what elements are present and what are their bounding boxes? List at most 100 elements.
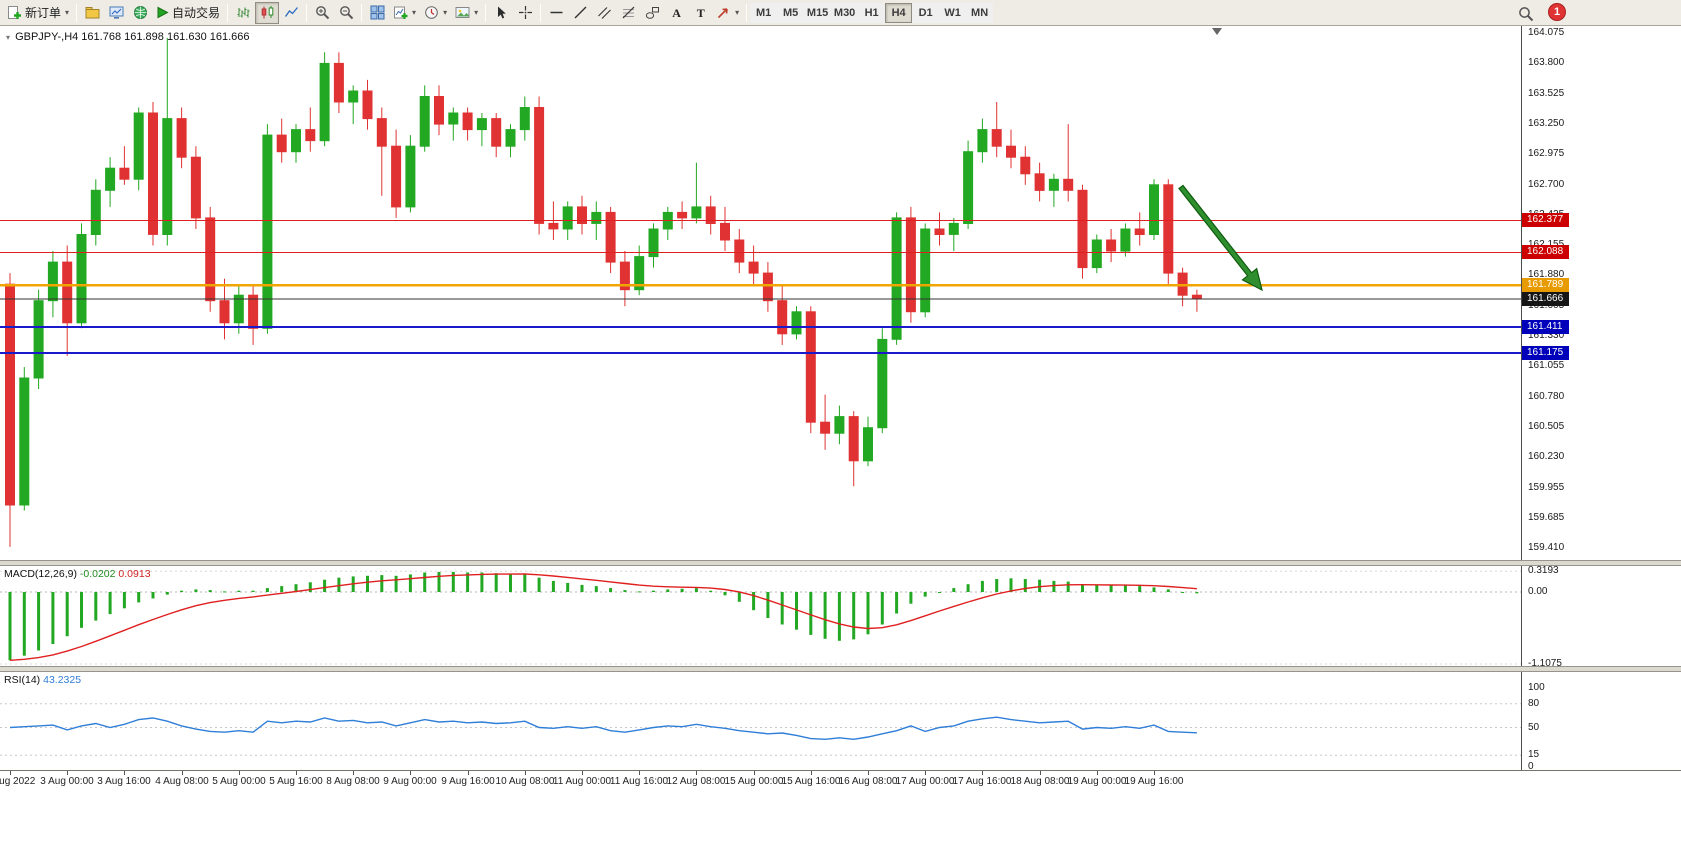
scroll-marker-icon[interactable] <box>1212 28 1222 35</box>
metaeditor-button[interactable] <box>80 2 104 24</box>
rsi-panel-chart[interactable] <box>0 672 1521 770</box>
search-button[interactable] <box>1514 3 1538 25</box>
chart-line-button[interactable] <box>279 2 303 24</box>
time-tick <box>982 771 983 775</box>
community-button[interactable] <box>128 2 152 24</box>
price-axis[interactable]: 164.075 163.800 163.525 163.250 162.975 162.7… <box>1521 26 1681 772</box>
timeframe-m30-button[interactable]: M30 <box>831 2 859 23</box>
zoom-in-button[interactable] <box>310 2 334 24</box>
candle-body <box>162 118 173 235</box>
periodicity-button[interactable]: ▾ <box>420 2 451 24</box>
new-chart-button[interactable]: ▾ <box>389 2 420 24</box>
candle-body <box>734 239 745 263</box>
price-tick-label: 161.055 <box>1528 360 1565 371</box>
shapes-button[interactable] <box>640 2 664 24</box>
macd-histogram-bar <box>780 592 784 625</box>
timeframe-m15-button[interactable]: M15 <box>804 2 832 23</box>
macd-histogram-bar <box>51 592 55 644</box>
timeframe-mn-button[interactable]: MN <box>966 2 994 23</box>
timeframe-h4-button[interactable]: H4 <box>885 2 913 23</box>
timeframe-d1-button[interactable]: D1 <box>912 2 940 23</box>
price-tick-label: 160.505 <box>1528 421 1565 432</box>
panel-separator[interactable] <box>0 666 1681 672</box>
macd-histogram-bar <box>823 592 827 639</box>
macd-histogram-bar <box>680 588 684 593</box>
price-tick-label: 162.975 <box>1528 148 1565 159</box>
templates-button[interactable]: ▾ <box>451 2 482 24</box>
new-order-button[interactable]: 新订单 ▾ <box>3 2 73 24</box>
chart-candles-button[interactable] <box>255 1 280 24</box>
macd-histogram-bar <box>137 592 141 603</box>
channel-button[interactable] <box>592 2 616 24</box>
timeframe-m5-button[interactable]: M5 <box>777 2 805 23</box>
crosshair-button[interactable] <box>513 2 537 24</box>
rsi-name: RSI(14) <box>4 674 41 686</box>
macd-histogram-bar <box>394 575 398 593</box>
timeframe-h1-button[interactable]: H1 <box>858 2 886 23</box>
zoom-out-button[interactable] <box>334 2 358 24</box>
rsi-scale-label: 50 <box>1528 722 1540 733</box>
price-tick-label: 164.075 <box>1528 27 1565 38</box>
time-axis[interactable]: 1 Aug 2022 3 Aug 00:003 Aug 16:00 4 Aug 08… <box>0 770 1681 788</box>
time-tick <box>525 771 526 775</box>
candle-body <box>19 377 30 506</box>
globe-icon <box>133 6 147 19</box>
macd-histogram-bar <box>108 592 112 615</box>
tile-windows-button[interactable] <box>365 2 389 24</box>
candle-body <box>577 206 587 224</box>
arrows-button[interactable]: ▾ <box>712 2 743 24</box>
timeframe-m1-button[interactable]: M1 <box>750 2 778 23</box>
candle-body <box>834 416 845 434</box>
macd-scale-label: -1.1075 <box>1528 658 1562 669</box>
candle-body <box>319 62 330 142</box>
macd-histogram-bar <box>308 582 312 593</box>
time-tick <box>10 771 11 775</box>
new-order-icon <box>8 6 21 19</box>
macd-histogram-bar <box>1081 584 1084 592</box>
text-label-icon: T <box>696 6 704 20</box>
trend-arrow-annotation[interactable] <box>1178 184 1263 292</box>
text-label-button[interactable]: T <box>688 2 712 24</box>
horizontal-line-button[interactable] <box>544 2 568 24</box>
fibonacci-button[interactable] <box>616 2 640 24</box>
macd-histogram-bar <box>151 592 155 599</box>
macd-histogram-bar <box>737 592 741 602</box>
panel-separator[interactable] <box>0 560 1681 566</box>
notifications-badge[interactable]: 1 <box>1548 3 1566 21</box>
time-label: 5 Aug 16:00 <box>269 776 323 787</box>
chart-bars-button[interactable] <box>231 2 255 24</box>
price-line-badge: 161.666 <box>1522 292 1569 306</box>
clock-icon <box>425 6 438 19</box>
macd-histogram-bar <box>80 592 83 628</box>
price-tick-label: 162.700 <box>1528 179 1565 190</box>
cursor-button[interactable] <box>489 2 513 24</box>
macd-panel-chart[interactable] <box>0 566 1521 666</box>
price-tick-label: 162.155 <box>1528 239 1564 250</box>
time-tick <box>696 771 697 775</box>
autotrading-button[interactable]: 自动交易 <box>152 2 224 24</box>
time-label: 11 Aug 16:00 <box>609 776 669 787</box>
candle-body <box>491 118 502 147</box>
candle-body <box>1106 239 1117 252</box>
candle-body <box>977 129 988 153</box>
macd-histogram-bar <box>437 571 441 592</box>
macd-scale-label: 0.3193 <box>1528 565 1559 576</box>
price-chart[interactable] <box>0 26 1521 560</box>
text-button[interactable]: A <box>664 2 688 24</box>
tile-windows-icon <box>370 5 385 20</box>
time-label: 15 Aug 00:00 <box>724 776 784 787</box>
candle-body <box>762 272 773 302</box>
candle-body <box>519 107 530 131</box>
time-label: 5 Aug 00:00 <box>212 776 266 787</box>
candle-body <box>305 129 316 142</box>
strategy-tester-button[interactable] <box>104 2 128 24</box>
macd-histogram-bar <box>323 579 327 592</box>
dropdown-arrow-icon: ▾ <box>65 8 70 17</box>
macd-histogram-bar <box>1123 585 1127 592</box>
timeframe-w1-button[interactable]: W1 <box>939 2 967 23</box>
trendline-button[interactable] <box>568 2 592 24</box>
candle-body <box>920 228 931 313</box>
macd-histogram-bar <box>1138 586 1142 592</box>
candle-body <box>119 167 130 180</box>
time-label: 3 Aug 16:00 <box>97 776 151 787</box>
